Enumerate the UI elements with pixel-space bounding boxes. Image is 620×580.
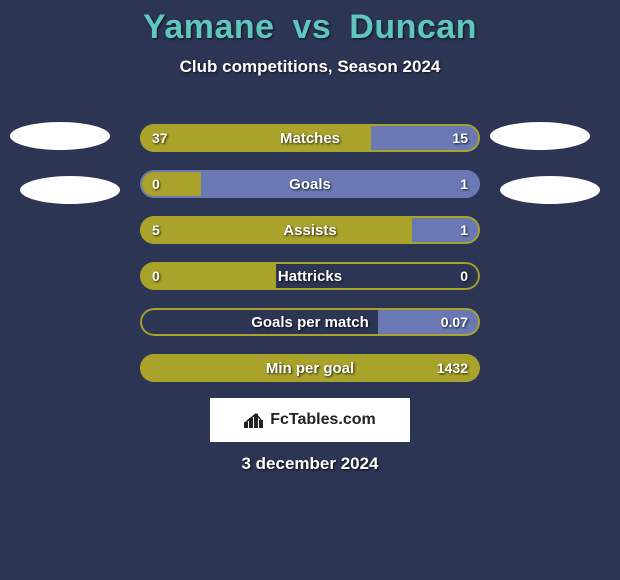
avatar-placeholder bbox=[10, 122, 110, 150]
stat-row: 3715Matches bbox=[140, 124, 480, 152]
avatar-placeholder bbox=[500, 176, 600, 204]
attribution-badge: FcTables.com bbox=[210, 398, 410, 442]
avatar-placeholder bbox=[20, 176, 120, 204]
stat-label: Matches bbox=[140, 124, 480, 152]
title-player1: Yamane bbox=[143, 8, 275, 46]
page-title: Yamane vs Duncan bbox=[0, 0, 620, 47]
footer-date: 3 december 2024 bbox=[0, 454, 620, 474]
stat-label: Goals per match bbox=[140, 308, 480, 336]
stat-label: Goals bbox=[140, 170, 480, 198]
stat-row: 51Assists bbox=[140, 216, 480, 244]
stat-row: 0.07Goals per match bbox=[140, 308, 480, 336]
subtitle: Club competitions, Season 2024 bbox=[0, 57, 620, 77]
stat-label: Min per goal bbox=[140, 354, 480, 382]
bars-icon bbox=[244, 412, 264, 428]
title-player2: Duncan bbox=[349, 8, 477, 46]
stat-label: Hattricks bbox=[140, 262, 480, 290]
title-vs: vs bbox=[293, 8, 332, 46]
stat-row: 01Goals bbox=[140, 170, 480, 198]
avatar-placeholder bbox=[490, 122, 590, 150]
comparison-infographic: Yamane vs Duncan Club competitions, Seas… bbox=[0, 0, 620, 580]
stat-label: Assists bbox=[140, 216, 480, 244]
stat-row: 1432Min per goal bbox=[140, 354, 480, 382]
stat-rows: 3715Matches 01Goals 51Assists 00Hattricks 0.… bbox=[140, 124, 480, 400]
attribution-text: FcTables.com bbox=[270, 411, 376, 429]
stat-row: 00Hattricks bbox=[140, 262, 480, 290]
